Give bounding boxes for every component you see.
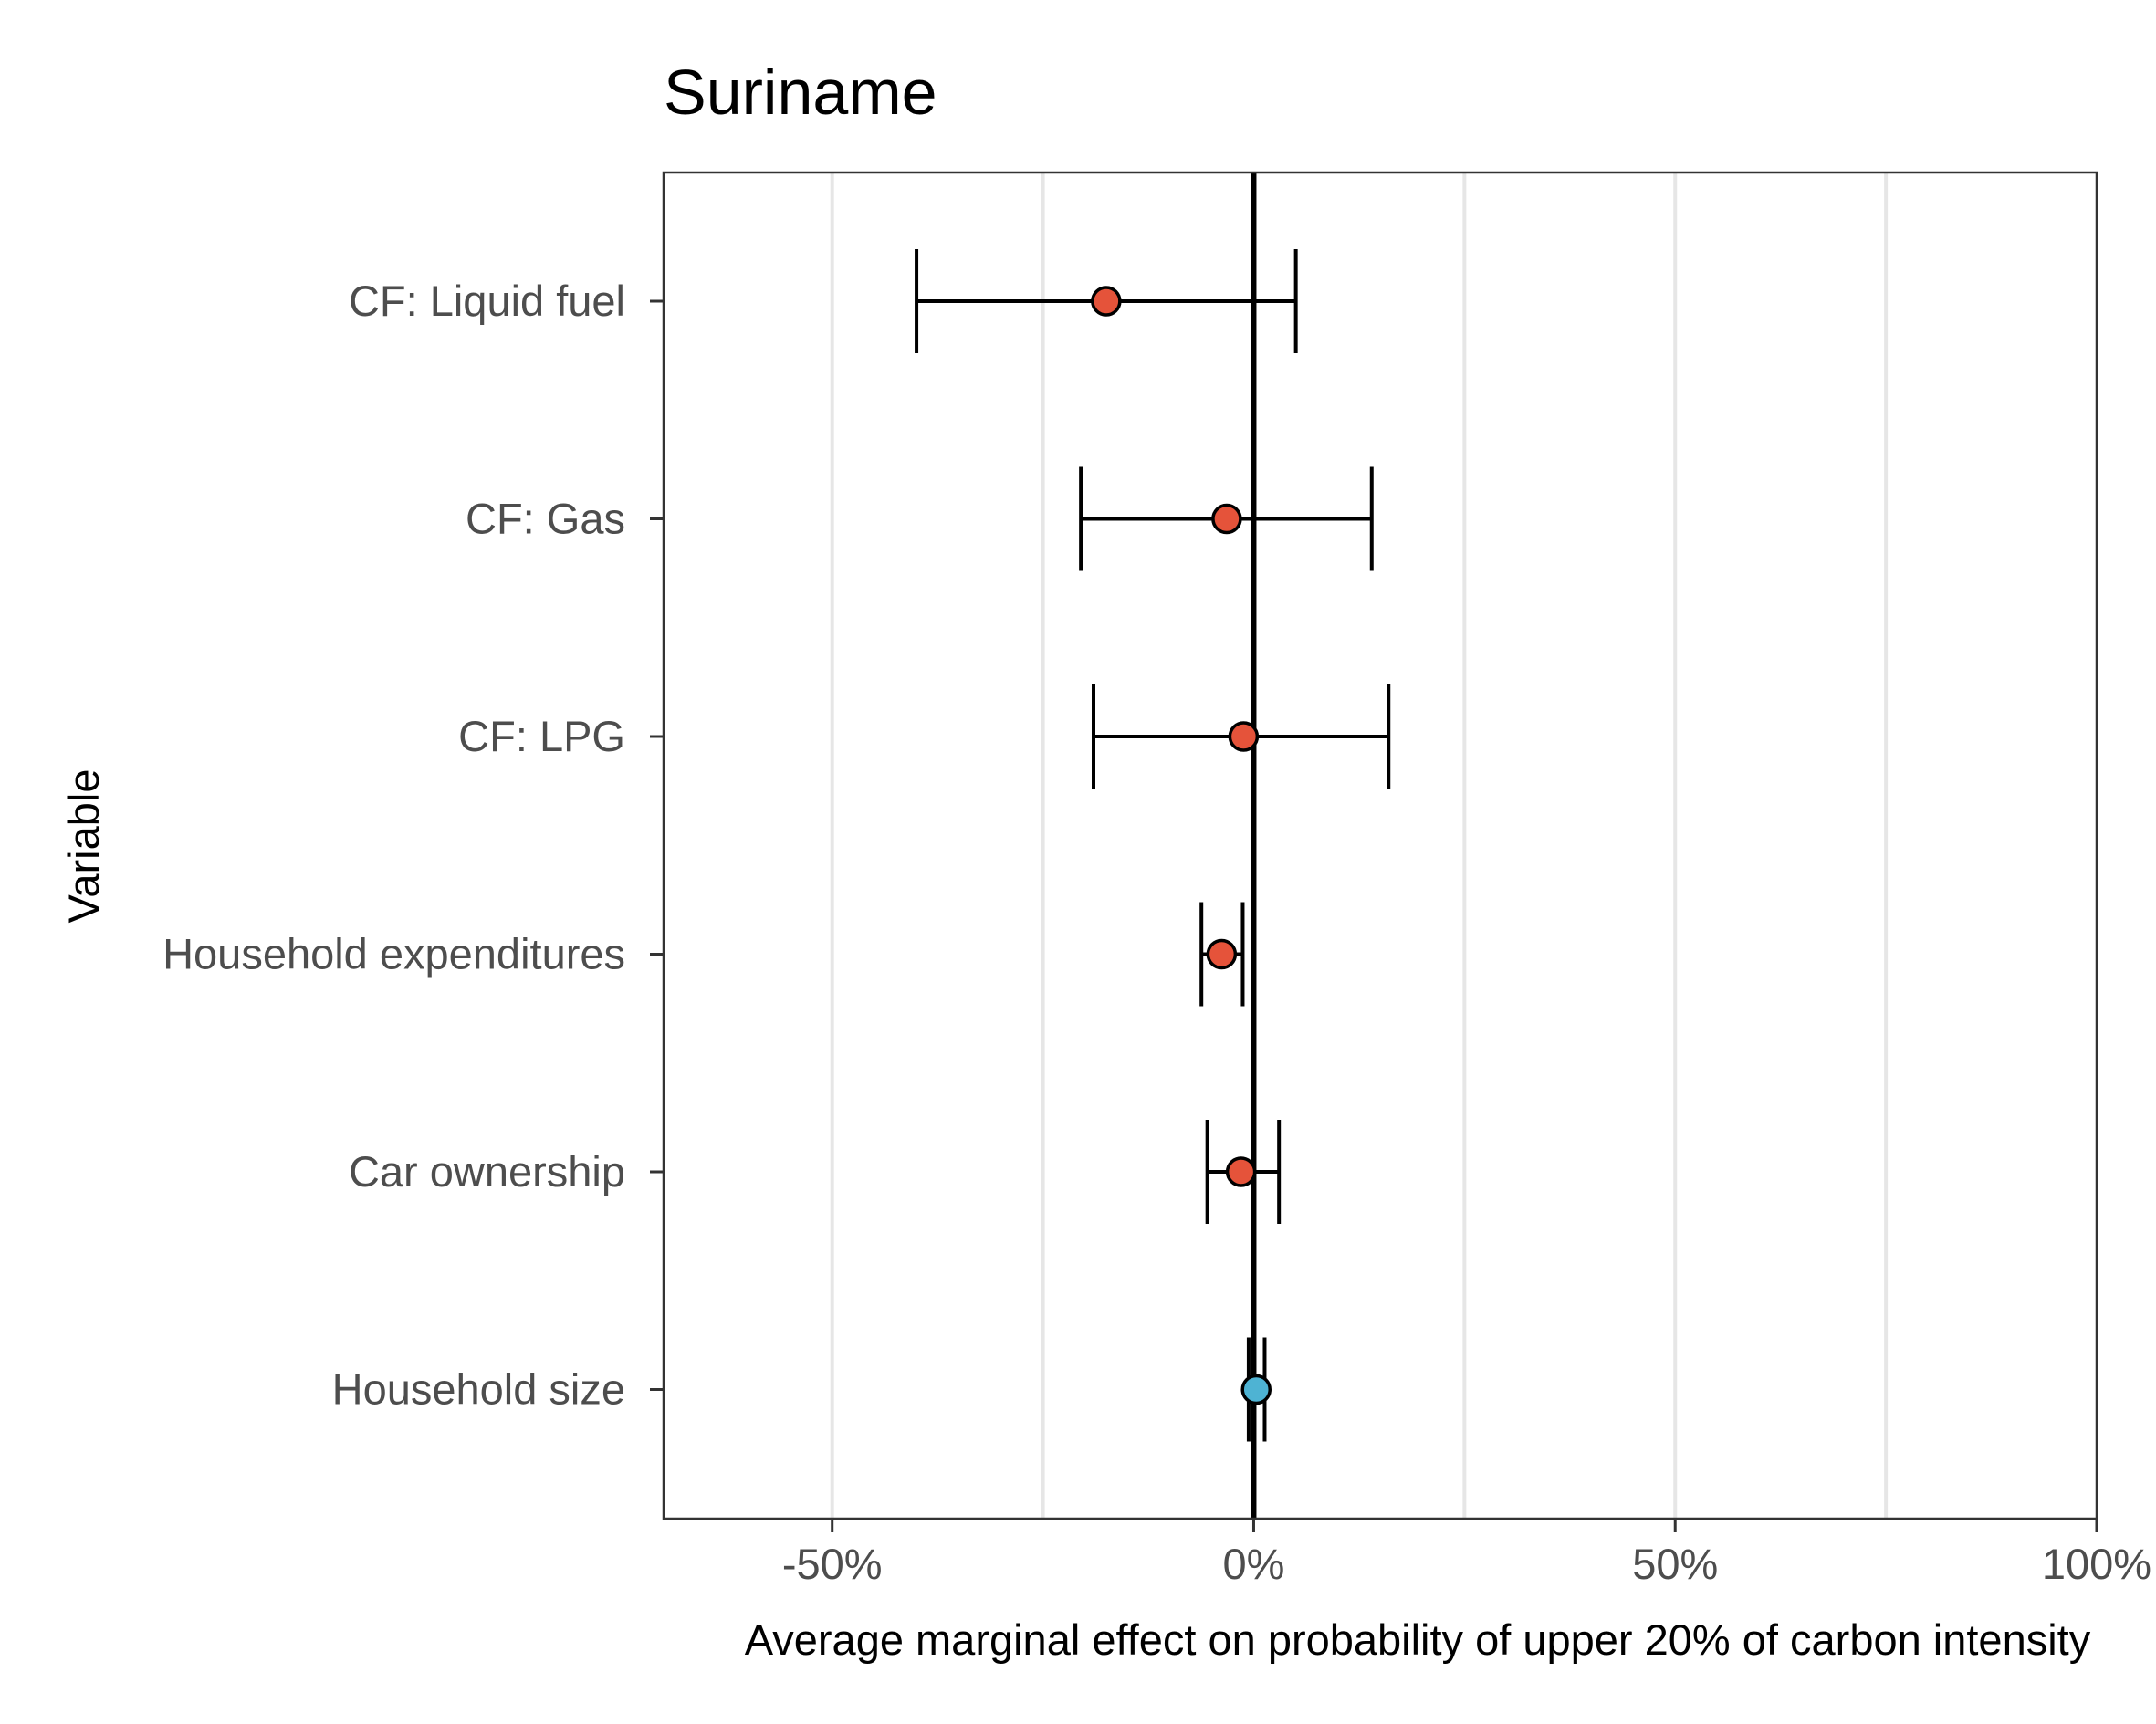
y-tick-label: CF: Gas <box>466 495 625 543</box>
x-axis: -50% 0% 50% 100% <box>782 1519 2151 1588</box>
y-tick-label: Household size <box>332 1365 625 1414</box>
estimate-point <box>1091 286 1122 317</box>
estimate-point <box>1206 938 1238 970</box>
y-axis: CF: Liquid fuel CF: Gas CF: LPG Household e… <box>162 277 664 1414</box>
estimate-point <box>1225 1156 1257 1187</box>
grid-layer <box>830 172 1889 1519</box>
estimate-point <box>1211 503 1242 535</box>
error-bar-layer <box>915 249 1391 1442</box>
x-axis-title: Average marginal effect on probability o… <box>745 1615 2091 1664</box>
estimate-point <box>1228 721 1260 752</box>
x-tick-label: -50% <box>782 1540 883 1588</box>
estimate-point <box>1240 1374 1272 1405</box>
y-axis-title: Variable <box>59 769 108 924</box>
panel-border <box>662 171 2098 1520</box>
y-tick-label: Car ownership <box>349 1147 625 1196</box>
y-tick-label: CF: Liquid fuel <box>349 277 625 325</box>
y-tick-label: CF: LPG <box>458 712 625 760</box>
x-tick-label: 100% <box>2042 1540 2151 1588</box>
x-tick-label: 50% <box>1632 1540 1718 1588</box>
point-layer <box>1091 286 1272 1405</box>
x-tick-label: 0% <box>1223 1540 1285 1588</box>
y-tick-label: Household expenditures <box>162 930 625 978</box>
chart-title: Suriname <box>664 57 937 128</box>
